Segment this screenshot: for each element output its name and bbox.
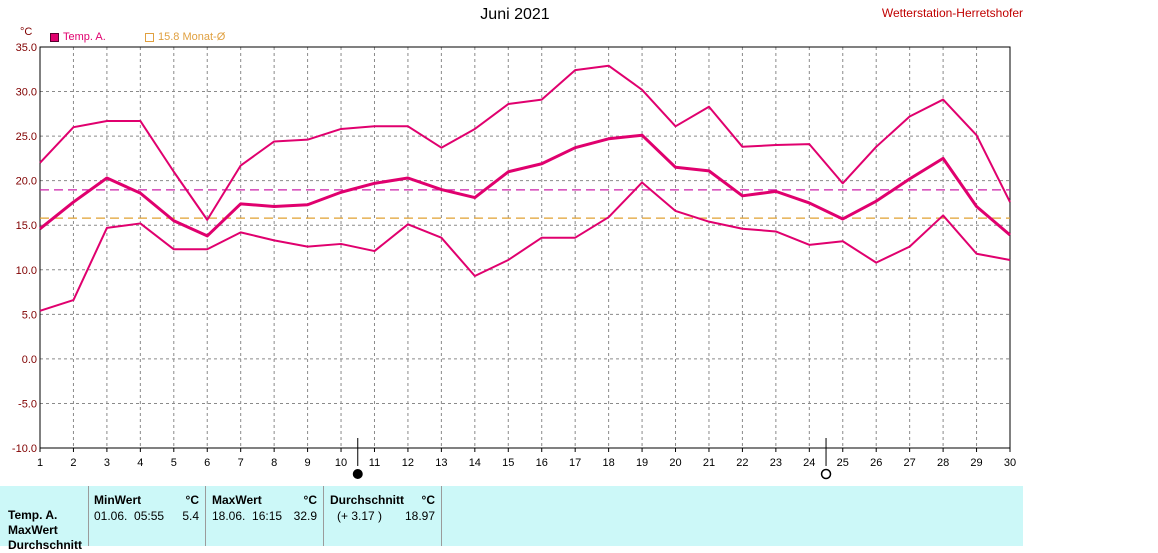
x-tick-label: 13 (435, 457, 447, 469)
y-tick-label: -5.0 (18, 398, 37, 410)
x-tick-label: 2 (70, 457, 76, 469)
temperature-chart: -10.0 -5.0 0.0 5.0 10.0 15.0 20.0 25.0 30.0 35.0 1… (12, 42, 1016, 480)
x-tick-label: 30 (1004, 457, 1016, 469)
series-line (39, 133, 1011, 238)
stats-value-min: 5.4 (182, 509, 199, 523)
stats-unit-average: °C (421, 493, 435, 507)
stats-header-max: MaxWert (212, 493, 262, 507)
x-tick-label: 21 (703, 457, 715, 469)
y-tick-label: 35.0 (16, 42, 37, 54)
x-tick-label: 16 (536, 457, 548, 469)
y-tick-label: 15.0 (16, 220, 37, 232)
stats-deviation-average: (+ 3.17 ) (337, 509, 383, 523)
y-tick-label: 20.0 (16, 176, 37, 188)
x-tick-label: 10 (335, 457, 347, 469)
stats-datetime-max: 18.06. 16:15 (212, 509, 283, 523)
legend-temp: Temp. A. (50, 31, 106, 43)
x-tick-label: 11 (369, 457, 380, 469)
stats-column-min: MinWert °C 01.06. 05:55 5.4 (88, 486, 205, 546)
stats-value-max: 32.9 (293, 509, 317, 523)
x-tick-label: 3 (104, 457, 110, 469)
plot-area (40, 47, 1010, 448)
station-name: Wetterstation-Herretshofer (881, 6, 1023, 20)
stats-panel: Temp. A. MaxWert Durchschnitt MinWert °C… (0, 486, 1023, 552)
y-axis-unit: °C (20, 26, 33, 38)
x-tick-label: 17 (569, 457, 581, 469)
x-tick-label: 24 (803, 457, 815, 469)
x-tick-label: 6 (204, 457, 210, 469)
new-moon-icon (352, 469, 363, 479)
stats-header-average: Durchschnitt (330, 493, 405, 507)
stats-header-min: MinWert (94, 493, 142, 507)
stats-row-labels: Temp. A. MaxWert Durchschnitt (8, 508, 82, 553)
x-tick-label: 4 (137, 457, 143, 469)
x-tick-label: 9 (305, 457, 311, 469)
x-tick-label: 15 (502, 457, 514, 469)
x-tick-label: 5 (171, 457, 177, 469)
x-tick-label: 22 (736, 457, 748, 469)
x-tick-label: 23 (770, 457, 782, 469)
legend-label-month-average: 15.8 Monat-Ø (158, 31, 226, 43)
stats-column-max: MaxWert °C 18.06. 16:15 32.9 (205, 486, 323, 546)
y-tick-label: 5.0 (22, 309, 37, 321)
series-line (39, 64, 1011, 221)
legend-swatch-outline (145, 32, 154, 42)
stats-value-average: 18.97 (404, 509, 435, 523)
stats-column-average: Durchschnitt °C (+ 3.17 ) 18.97 (323, 486, 441, 546)
x-tick-label: 20 (669, 457, 681, 469)
x-tick-label: 19 (636, 457, 648, 469)
x-tick-label: 14 (469, 457, 481, 469)
legend-swatch-filled (50, 32, 59, 42)
legend-label-temp: Temp. A. (63, 31, 106, 43)
stats-divider (88, 486, 89, 546)
x-tick-label: 26 (870, 457, 882, 469)
full-moon-icon (820, 468, 832, 480)
x-tick-label: 18 (602, 457, 614, 469)
stats-divider (323, 486, 324, 546)
stats-unit-min: °C (185, 493, 199, 507)
series-line (39, 181, 1011, 312)
stats-divider (205, 486, 206, 546)
stats-datetime-min: 01.06. 05:55 (94, 509, 165, 523)
stats-row-label: Temp. A. (8, 508, 58, 522)
stats-divider (441, 486, 442, 546)
plot-frame (39, 46, 1011, 449)
x-tick-label: 25 (837, 457, 849, 469)
legend-month-average: 15.8 Monat-Ø (145, 31, 225, 43)
stats-unit-max: °C (303, 493, 317, 507)
y-tick-label: 10.0 (16, 265, 37, 277)
x-tick-label: 29 (970, 457, 982, 469)
x-tick-label: 7 (238, 457, 244, 469)
x-tick-label: 12 (402, 457, 414, 469)
y-tick-label: 30.0 (16, 87, 37, 99)
x-tick-label: 28 (937, 457, 949, 469)
y-tick-label: 0.0 (22, 354, 37, 366)
chart-title: Juni 2021 (480, 6, 550, 23)
y-tick-label: 25.0 (16, 131, 37, 143)
x-tick-label: 1 (37, 457, 43, 469)
x-tick-label: 8 (271, 457, 277, 469)
stats-row-label: MaxWert (8, 523, 58, 537)
x-tick-label: 27 (904, 457, 916, 469)
y-tick-label: -10.0 (12, 443, 37, 455)
